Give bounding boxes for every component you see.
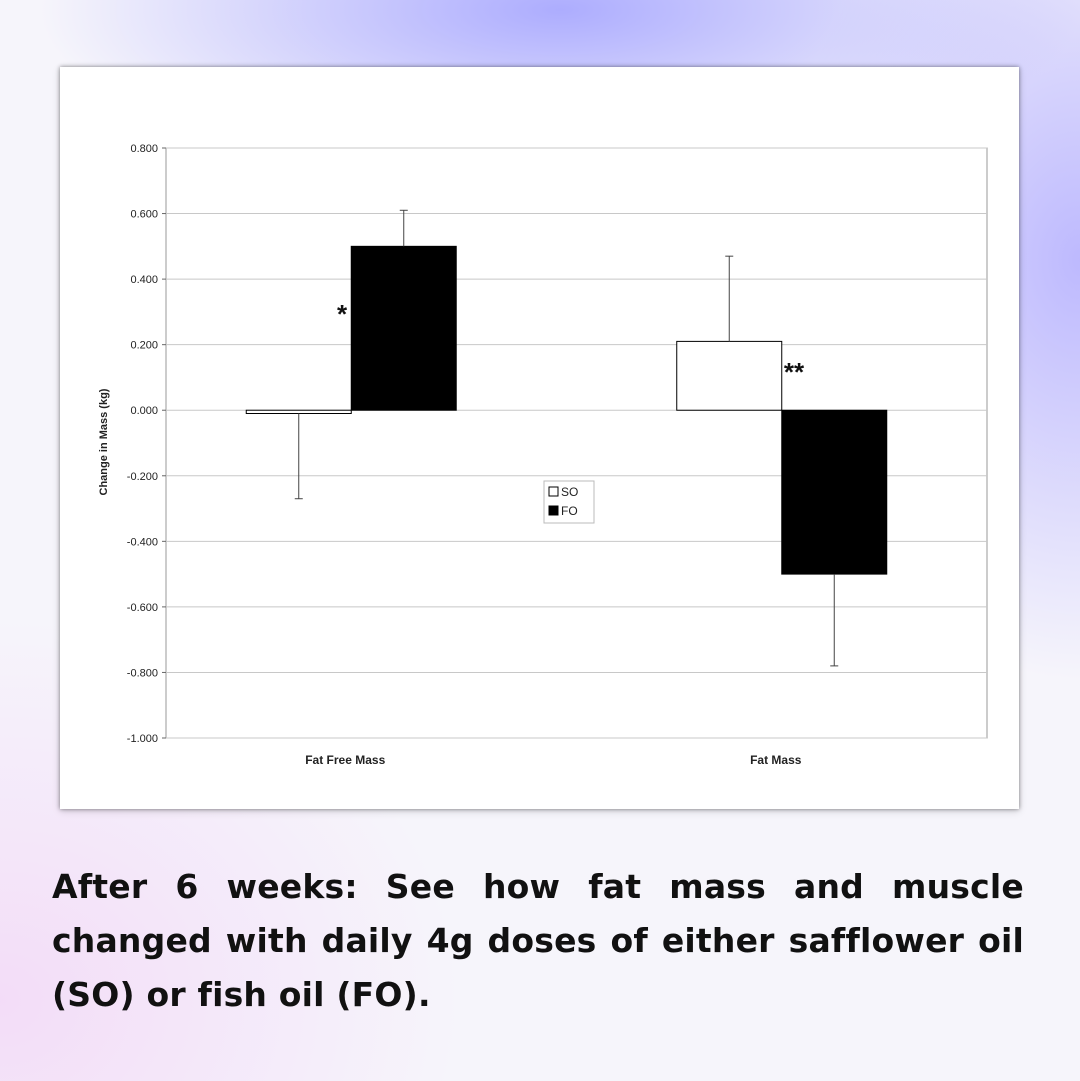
legend-label-so: SO <box>561 485 578 499</box>
bar-fo-0 <box>350 245 457 411</box>
y-tick-label: -0.600 <box>127 602 158 614</box>
legend: SO FO <box>543 480 595 524</box>
legend-label-fo: FO <box>561 504 578 518</box>
x-category-label: Fat Free Mass <box>305 753 385 767</box>
significance-marker: ** <box>784 357 805 387</box>
y-axis-ticks: 0.800 0.600 0.400 0.200 0.000 -0.200 -0.400 -0.… <box>127 143 166 745</box>
bar-so-0 <box>245 409 352 415</box>
y-tick-label: 0.800 <box>130 143 158 155</box>
y-tick-label: -1.000 <box>127 733 158 745</box>
y-tick-label: 0.600 <box>130 209 158 221</box>
bar-fo-1 <box>781 409 888 575</box>
y-axis-label: Change in Mass (kg) <box>98 388 110 495</box>
significance-marker: * <box>337 299 348 329</box>
y-tick-label: -0.400 <box>127 536 158 548</box>
y-tick-label: -0.200 <box>127 471 158 483</box>
bar-so-1 <box>676 340 783 411</box>
bars <box>245 245 888 575</box>
legend-swatch-fo <box>548 505 559 516</box>
y-tick-label: -0.800 <box>127 667 158 679</box>
y-tick-label: 0.000 <box>130 405 158 417</box>
y-tick-label: 0.200 <box>130 340 158 352</box>
bar-chart: 0.800 0.600 0.400 0.200 0.000 -0.200 -0.400 -0.… <box>98 143 988 767</box>
x-category-label: Fat Mass <box>750 753 802 767</box>
x-axis-categories: Fat Free Mass Fat Mass <box>305 753 802 767</box>
error-bars <box>294 209 839 667</box>
caption: After 6 weeks: See how fat mass and musc… <box>52 867 1024 1014</box>
significance-annotations: *** <box>337 299 805 387</box>
chart-card: 0.800 0.600 0.400 0.200 0.000 -0.200 -0.400 -0.… <box>60 67 1019 809</box>
y-tick-label: 0.400 <box>130 274 158 286</box>
legend-swatch-so <box>548 486 559 497</box>
